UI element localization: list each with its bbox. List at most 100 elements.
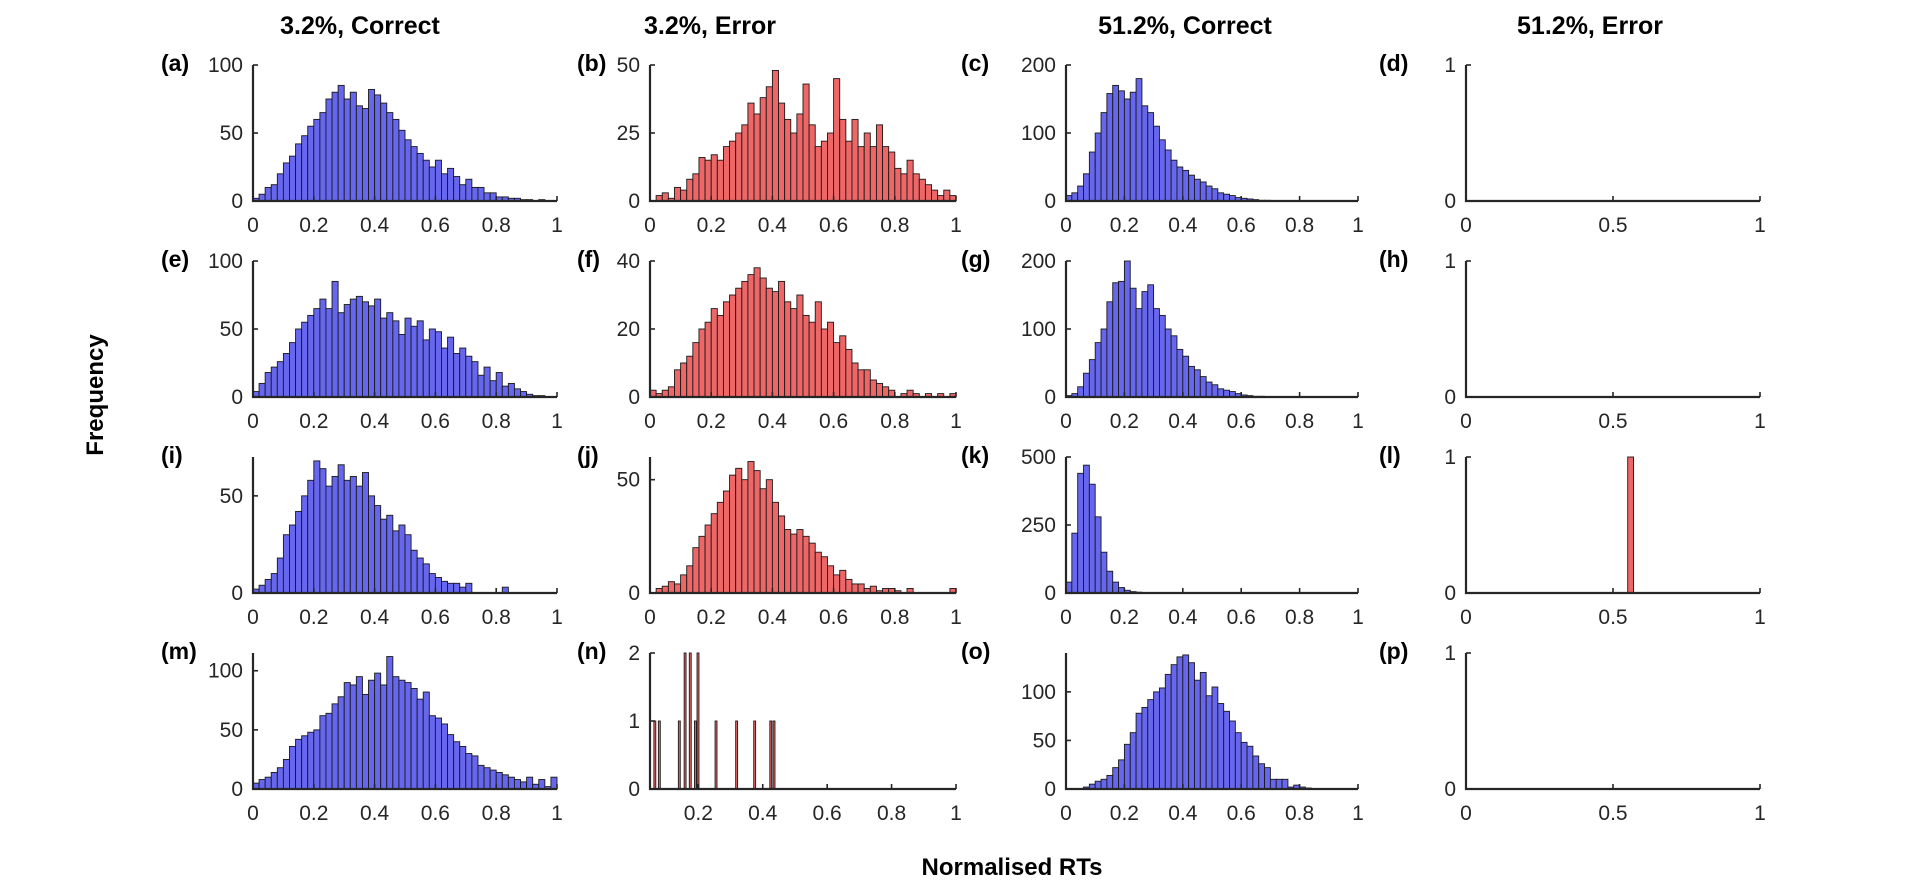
x-tick-label: 0 [247,410,259,433]
histogram-bar [264,578,272,594]
histogram-bar [459,184,467,202]
y-tick-label: 100 [1021,122,1056,145]
x-tick-label: 0.2 [1110,410,1139,433]
histogram-bar [820,140,828,202]
histogram-bar [657,720,661,790]
x-tick-label: 0.4 [360,802,390,825]
histogram-bar [343,304,351,398]
histogram-bar [477,374,485,398]
histogram-bar [1088,359,1096,398]
histogram-bar [258,584,266,594]
x-tick-label: 0 [1060,606,1072,629]
y-tick-label: 100 [208,660,243,683]
histogram-bar [1112,767,1120,790]
histogram-bar [301,495,309,594]
histogram-bar [1077,472,1084,594]
histogram-bar [361,472,369,594]
histogram-bar [778,515,786,594]
histogram-bar [680,574,688,594]
histogram-bar [918,178,926,202]
y-tick-label: 100 [208,54,243,77]
x-tick-label: 0.8 [1285,214,1314,237]
x-tick-label: 1 [1352,214,1364,237]
x-tick-label: 0.2 [1110,214,1139,237]
x-tick-label: 0.4 [758,214,788,237]
histogram-bar [355,676,363,790]
histogram-bar [374,505,382,594]
histogram-bar [1083,372,1090,398]
histogram-bar [380,518,388,594]
histogram-bar [343,98,351,202]
histogram-bar [459,347,467,398]
histogram-bar [698,328,706,398]
histogram-bar [845,578,853,594]
histogram-bar [802,314,810,398]
y-tick-label: 1 [1444,446,1456,469]
histogram-bar [289,524,297,594]
x-tick-label: 0.2 [299,606,328,629]
histogram-bar [1176,166,1184,202]
y-tick-label: 500 [1021,446,1056,469]
x-tick-label: 0.6 [421,410,450,433]
x-tick-label: 0 [644,410,656,433]
histogram-bar [753,267,761,398]
histogram-bar [1176,656,1184,790]
histogram-bar [1188,174,1195,202]
histogram-bar [1153,308,1160,398]
histogram-bar [428,573,436,594]
x-tick-label: 1 [950,410,962,433]
histogram-bar [1211,686,1219,790]
x-tick-label: 0.4 [758,410,788,433]
histogram-bar [698,535,706,594]
y-tick-label: 50 [617,469,640,492]
x-tick-label: 0.6 [819,606,848,629]
x-tick-label: 0.6 [1227,802,1256,825]
histogram-bar [331,280,339,398]
histogram-bar [258,382,266,398]
histogram-bar [769,720,773,790]
y-tick-label: 250 [1021,514,1056,537]
histogram-bar [368,89,376,202]
histogram-bar [276,173,284,202]
histogram-bar [434,577,442,594]
histogram-bar [683,652,687,790]
histogram-bar [1147,112,1155,202]
histogram-bar [459,745,467,790]
histogram-bar [1217,388,1225,398]
histogram-bar [355,295,363,398]
histogram-bar [704,524,712,594]
histogram-bar [1188,662,1195,790]
y-tick-label: 0 [1044,778,1056,801]
histogram-bar [1164,149,1172,202]
x-tick-label: 0.8 [482,802,511,825]
histogram-bar [368,495,376,594]
histogram-bar [313,729,321,790]
histogram-bar [1153,691,1160,790]
histogram-bar [796,294,804,398]
histogram-bar [1071,532,1079,594]
histogram-bar [410,146,418,202]
histogram-bar [307,479,315,594]
histogram-bar [1234,732,1242,790]
x-tick-label: 0.4 [1168,214,1198,237]
histogram-bar [1123,260,1131,398]
histogram-bar [513,779,521,790]
x-tick-label: 1 [551,606,563,629]
histogram-bar [319,112,327,202]
panel-g: 0 100 200 0 0.2 0.4 0.6 0.8 1 (g) [961,246,1364,433]
histogram-bar [820,556,828,594]
histogram-bar [741,124,749,202]
histogram-bar [1106,570,1114,594]
histogram-bar [1077,386,1084,398]
histogram-bar [453,176,461,202]
histogram-bar [368,679,376,790]
y-tick-label: 50 [1033,729,1056,752]
histogram-bar [1129,287,1137,398]
x-tick-label: 0.5 [1598,214,1627,237]
histogram-bar [307,731,315,790]
histogram-bar [483,366,491,398]
x-tick-label: 0.4 [1168,802,1198,825]
histogram-bar [851,583,859,594]
histogram-bar [1100,328,1108,398]
histogram-bar [471,755,479,790]
